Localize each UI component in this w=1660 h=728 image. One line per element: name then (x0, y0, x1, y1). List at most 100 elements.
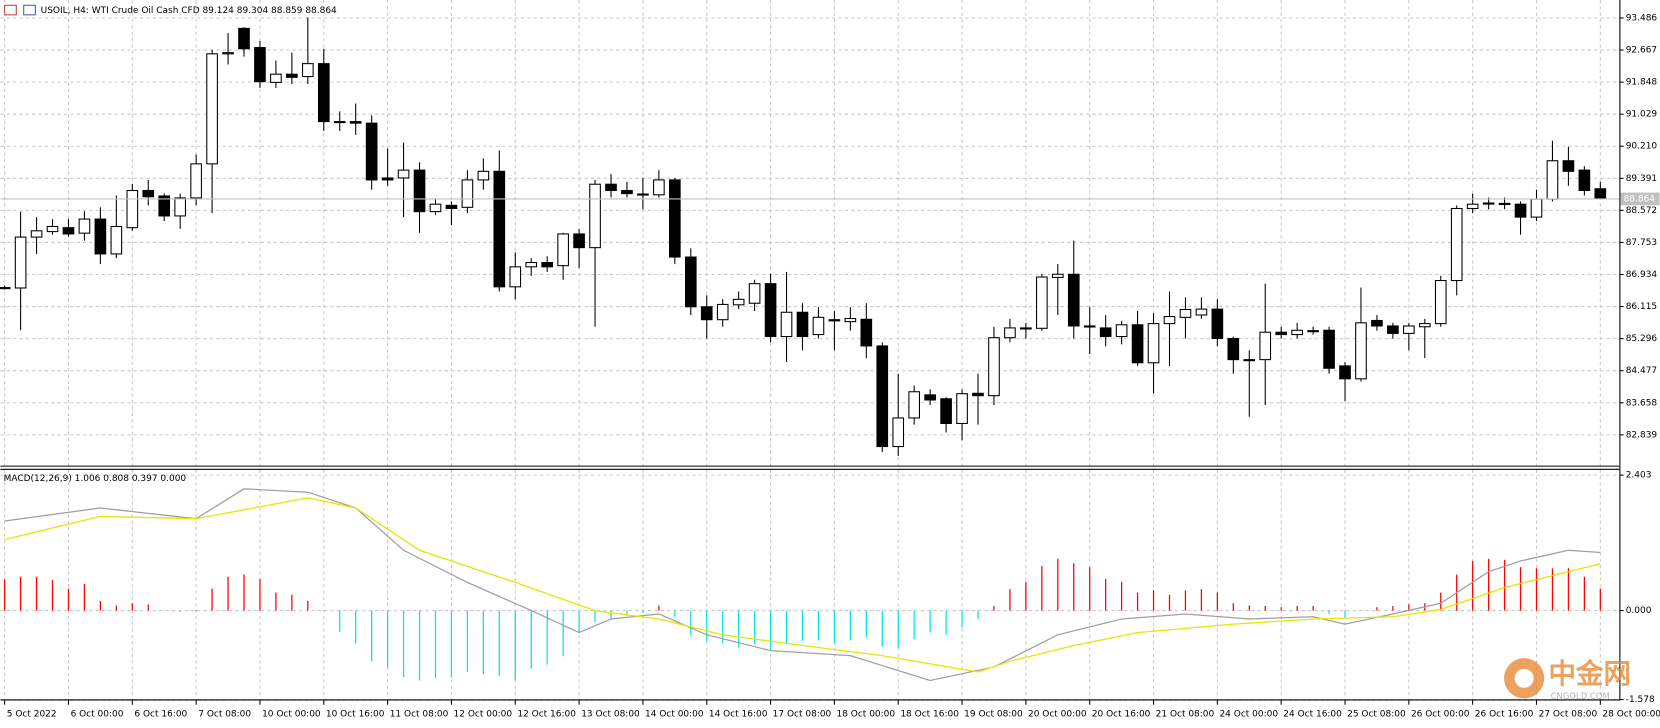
x-tick-label: 19 Oct 08:00 (964, 710, 1023, 720)
candle-body (158, 195, 171, 217)
candle-body (1099, 327, 1112, 338)
x-tick-label: 24 Oct 16:00 (1283, 710, 1342, 720)
y-tick-label: 88.572 (1626, 206, 1657, 216)
candle-body (716, 303, 729, 321)
x-tick-label: 20 Oct 16:00 (1092, 710, 1151, 720)
candle-body (796, 311, 809, 338)
x-tick-label: 14 Oct 16:00 (709, 710, 768, 720)
menu-icon[interactable] (4, 4, 17, 16)
candle-body (429, 203, 442, 213)
candle-body (1498, 202, 1511, 205)
x-tick-label: 18 Oct 00:00 (837, 710, 896, 720)
y-tick-label: 92.667 (1626, 46, 1657, 56)
candle-body (1307, 330, 1319, 333)
symbol-icon[interactable] (23, 4, 36, 16)
candle-body (78, 218, 91, 234)
candle-body (1594, 188, 1607, 200)
candle-body (1227, 337, 1240, 361)
candle-body (238, 27, 250, 50)
x-tick-label: 7 Oct 08:00 (198, 710, 251, 720)
candle-body (30, 230, 43, 238)
candle-body (1434, 280, 1447, 325)
candle-body (1211, 308, 1224, 340)
y-tick-label: 93.486 (1626, 13, 1658, 23)
candle-body (1355, 322, 1367, 380)
y-tick-label: 86.115 (1626, 302, 1657, 312)
y-tick-label: 89.391 (1626, 174, 1657, 184)
axis-layer: 93.486 92.667 91.848 91.029 90.210 89.391 88.5… (4, 13, 1660, 720)
candle-body (1403, 325, 1415, 334)
candle-body (445, 204, 458, 210)
candle-body (1163, 316, 1176, 325)
candle-body (110, 225, 123, 255)
y-tick-label: 83.658 (1626, 398, 1658, 408)
candle-body (1036, 276, 1048, 329)
watermark-brand: 中金网 (1548, 658, 1631, 690)
candle-body (1466, 203, 1479, 210)
candle-body (589, 183, 601, 249)
chart-header: USOIL, H4: WTI Crude Oil Cash CFD 89.124… (41, 6, 337, 16)
candle-body (174, 197, 186, 217)
candle-body (605, 183, 617, 192)
candle-body (477, 170, 490, 181)
candle-body (1004, 327, 1016, 339)
watermark-site: CNGOLD.COM (1551, 691, 1610, 701)
candle-body (637, 193, 649, 196)
candle-body (14, 236, 27, 289)
candle-body (541, 261, 554, 268)
candle-body (222, 52, 234, 55)
x-tick-label: 6 Oct 16:00 (134, 710, 187, 720)
y-tick-label: 91.029 (1626, 110, 1658, 120)
current-price-tag (1620, 192, 1660, 206)
candle-body (1179, 308, 1192, 318)
x-tick-label: 27 Oct 08:00 (1539, 710, 1598, 720)
candle-body (812, 316, 825, 336)
candle-body (46, 225, 59, 233)
candle-body (1259, 331, 1272, 361)
candle-body (126, 189, 139, 229)
candle-body (940, 398, 952, 424)
candle-body (1020, 327, 1032, 330)
candle-body (302, 63, 314, 78)
candle-body (764, 283, 777, 338)
candle-body (461, 179, 474, 208)
x-tick-label: 6 Oct 00:00 (71, 710, 124, 720)
x-tick-label: 20 Oct 00:00 (1028, 710, 1087, 720)
candle-body (1067, 273, 1080, 327)
x-tick-label: 26 Oct 00:00 (1411, 710, 1470, 720)
candle-body (1291, 329, 1303, 336)
y-tick-label: 2.403 (1626, 471, 1652, 481)
candle-body (1546, 160, 1559, 200)
current-price-label: 88.864 (1624, 194, 1656, 204)
candle-body (397, 169, 410, 179)
y-tick-label: 0.000 (1626, 606, 1652, 616)
candle-body (1482, 202, 1495, 205)
x-tick-label: 10 Oct 16:00 (326, 710, 385, 720)
candle-body (1275, 331, 1288, 336)
indicator-header: MACD(12,26,9) 1.006 0.808 0.397 0.000 (4, 474, 187, 484)
candle-body (190, 163, 202, 199)
candle-body (493, 170, 506, 288)
candle-body (621, 189, 633, 195)
candle-body (1147, 323, 1160, 364)
x-tick-label: 13 Oct 08:00 (581, 710, 640, 720)
candle-body (732, 298, 745, 306)
plot-layer (0, 17, 1620, 682)
candle-body (94, 218, 107, 255)
candle-body (748, 283, 761, 304)
candle-body (908, 391, 921, 419)
candle-body (956, 393, 968, 424)
candle-body (142, 189, 155, 198)
candle-body (1083, 325, 1096, 328)
y-tick-label: 91.848 (1626, 78, 1658, 88)
candle-body (381, 177, 394, 181)
x-tick-label: 5 Oct 2022 (7, 710, 57, 720)
candle-body (1371, 319, 1383, 327)
candle-body (62, 227, 75, 235)
y-tick-label: 90.210 (1626, 142, 1658, 152)
indicator-line (4, 488, 1601, 682)
candle-body (1243, 359, 1256, 362)
candle-body (669, 179, 681, 258)
x-tick-label: 17 Oct 08:00 (773, 710, 832, 720)
